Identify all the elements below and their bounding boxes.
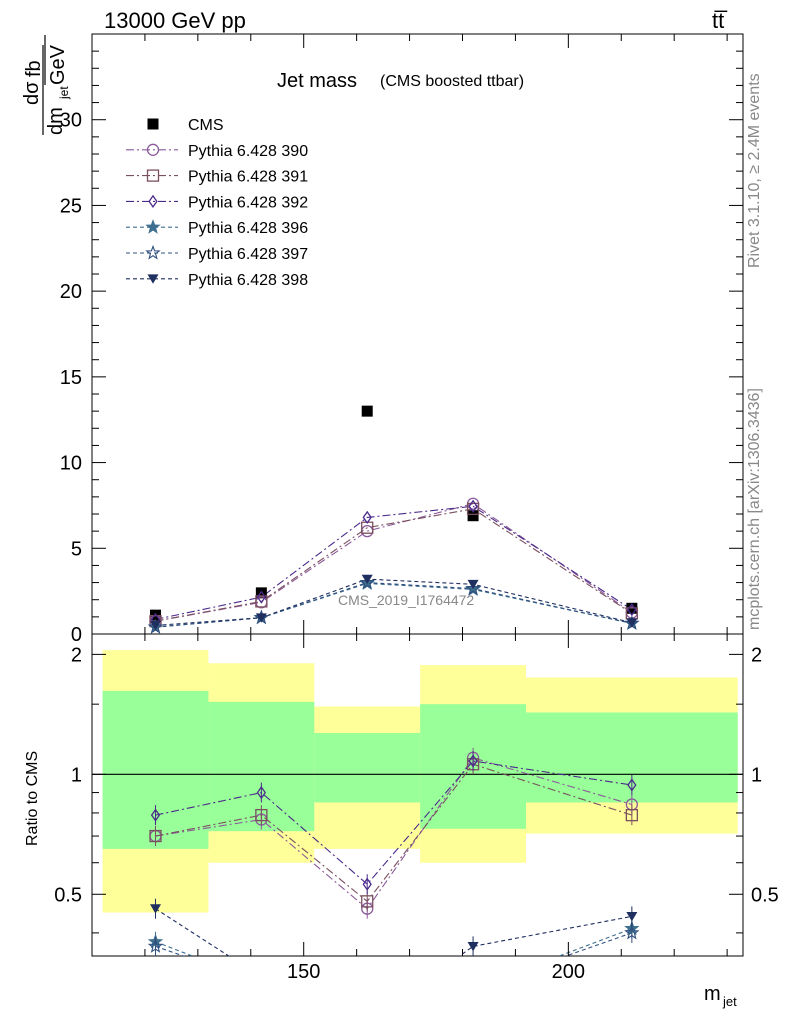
- legend-label-3: Pythia 6.428 392: [188, 194, 308, 211]
- ratio-point-1-1: [255, 808, 268, 822]
- y-axis-label: dσ dm jet: [21, 45, 71, 135]
- series-line-1: [155, 503, 633, 622]
- data-point-0-3: [467, 510, 479, 522]
- ratio-point-2-1: [256, 785, 267, 800]
- legend: CMS Pythia 6.428 390 Pythia 6.428 391 Pythi…: [126, 117, 308, 289]
- legend-marker-2: [146, 169, 160, 182]
- y-tick-label: 0: [71, 624, 82, 646]
- y-tick-label: 15: [60, 367, 82, 389]
- ratio-point-1-0: [149, 829, 162, 843]
- uncertainty-band-inner-0: [102, 690, 209, 849]
- data-point-0-1: [255, 587, 267, 599]
- ratio-y-tick-label: 2: [71, 644, 82, 666]
- ratio-point-1-2: [361, 895, 374, 908]
- x-tick-label: 150: [287, 961, 320, 983]
- series-line-3: [155, 505, 633, 620]
- data-point-6-3: [467, 579, 479, 590]
- ratio-y-tick-label-right: 0.5: [751, 884, 779, 906]
- y-tick-label: 20: [60, 281, 82, 303]
- ratio-point-2-3: [468, 754, 478, 768]
- y-tick-label: 30: [60, 110, 82, 132]
- ratio-plot-frame: [91, 633, 744, 957]
- legend-marker-4: [145, 219, 161, 234]
- legend-marker-3: [148, 194, 158, 209]
- chart-title: Jet mass: [277, 70, 357, 92]
- data-point-6-1: [255, 613, 267, 623]
- ratio-point-5-4: [626, 911, 638, 922]
- legend-label-5: Pythia 6.428 397: [188, 246, 308, 263]
- ratio-point-2-0: [150, 808, 161, 822]
- y-axis-label-den-sub: jet: [57, 86, 71, 100]
- uncertainty-band-inner-2: [314, 732, 421, 803]
- data-point-3-4: [627, 603, 637, 617]
- data-point-0-2: [361, 405, 373, 417]
- data-point-2-1: [255, 595, 268, 608]
- ratio-y-tick-label-right: 1: [751, 764, 762, 786]
- legend-label-4: Pythia 6.428 396: [188, 220, 308, 237]
- data-point-6-2: [361, 574, 373, 585]
- ratio-point-5-3: [467, 941, 479, 952]
- data-point-2-3: [466, 502, 480, 516]
- legend-label-6: Pythia 6.428 398: [188, 272, 308, 289]
- ratio-y-label: Ratio to CMS: [24, 751, 41, 846]
- legend-marker-5: [145, 244, 161, 260]
- legend-label-2: Pythia 6.428 391: [188, 169, 308, 186]
- series-line-2: [155, 508, 633, 622]
- data-point-3-1: [256, 590, 267, 604]
- y-axis-label-den: dm: [45, 107, 67, 135]
- ratio-point-1-4: [625, 808, 639, 822]
- ratio-point-5-0: [150, 904, 162, 914]
- y-axis-unit: fb GeV: [23, 35, 69, 85]
- legend-marker-0: [147, 118, 159, 130]
- x-axis-label-sub: jet: [722, 994, 737, 1009]
- ratio-point-2-4: [627, 778, 637, 792]
- data-point-5-3: [465, 580, 481, 596]
- data-point-5-2: [359, 574, 375, 590]
- ratio-y-tick-label: 1: [71, 764, 82, 786]
- analysis-watermark: CMS_2019_I1764472: [338, 592, 474, 608]
- legend-marker-1: [146, 143, 160, 156]
- chart-subtitle: (CMS boosted ttbar): [380, 73, 524, 90]
- y-axis-unit-den: GeV: [47, 44, 69, 85]
- data-point-3-3: [468, 499, 478, 513]
- ratio-point-2-2: [362, 877, 372, 891]
- header-left: 13000 GeV pp: [104, 8, 246, 33]
- legend-label-1: Pythia 6.428 390: [188, 143, 308, 160]
- ratio-point-4-4: [624, 924, 640, 940]
- x-axis-label: m jet: [704, 983, 737, 1009]
- x-tick-label: 200: [552, 961, 585, 983]
- data-point-6-4: [626, 618, 638, 628]
- data-point-3-2: [362, 510, 372, 525]
- ratio-point-4-0: [147, 938, 164, 953]
- ratio-y-tick-label-right: 2: [751, 644, 762, 666]
- y-axis-label-num: dσ: [21, 81, 43, 105]
- ratio-series-line-2: [155, 760, 632, 885]
- header-right: tt̅: [712, 8, 725, 33]
- y-tick-label: 5: [71, 538, 82, 560]
- ratio-y-tick-label: 0.5: [54, 884, 82, 906]
- y-tick-label: 10: [60, 453, 82, 475]
- y-axis-unit-num: fb: [23, 60, 45, 77]
- legend-label-0: CMS: [188, 117, 224, 134]
- y-tick-label: 25: [60, 195, 82, 217]
- x-axis-label-main: m: [704, 983, 721, 1005]
- data-point-6-0: [150, 621, 162, 631]
- legend-marker-6: [147, 274, 159, 284]
